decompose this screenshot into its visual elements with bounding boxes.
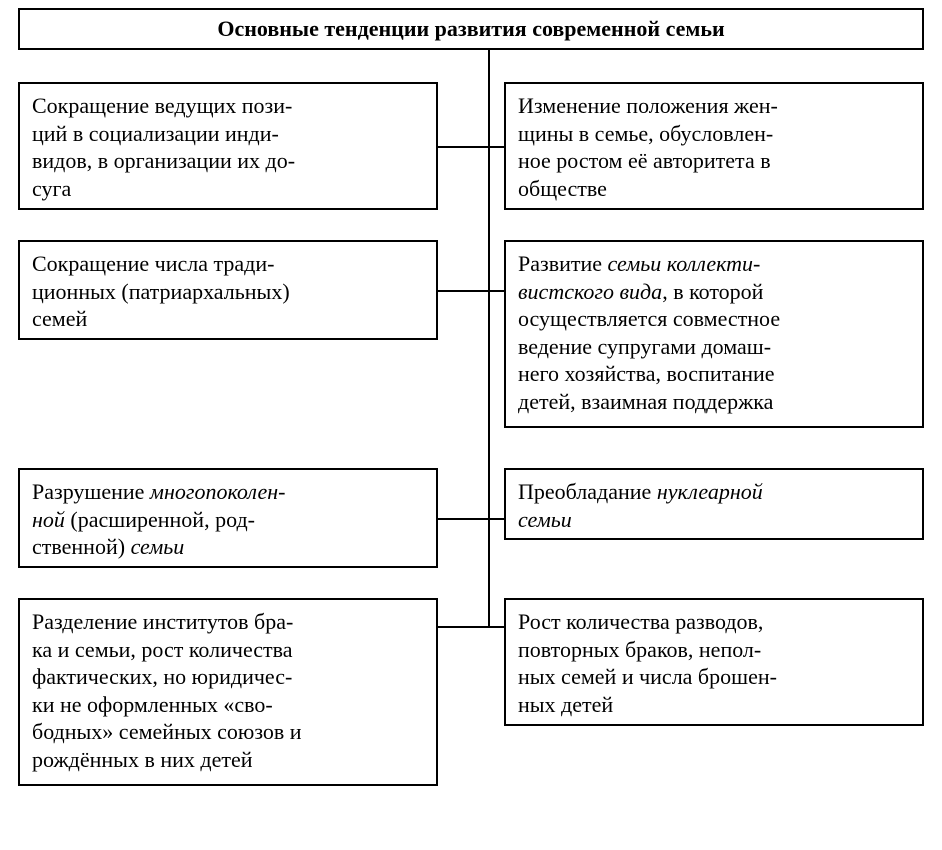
right-cell-3: Рост количества разводов,повторных брако… [504, 598, 924, 726]
left-connector-2 [438, 518, 489, 520]
left-cell-0: Сокращение ведущих пози-ций в социализац… [18, 82, 438, 210]
right-connector-3 [489, 626, 504, 628]
right-cell-0: Изменение положения жен-щины в семье, об… [504, 82, 924, 210]
left-connector-0 [438, 146, 489, 148]
right-cell-2: Преобладание нуклеарнойсемьи [504, 468, 924, 540]
left-cell-3: Разделение институтов бра-ка и семьи, ро… [18, 598, 438, 786]
right-connector-2 [489, 518, 504, 520]
right-connector-1 [489, 290, 504, 292]
right-cell-1: Развитие семьи коллекти-вистского вида, … [504, 240, 924, 428]
left-cell-2: Разрушение многопоколен-ной (расширенной… [18, 468, 438, 568]
left-connector-1 [438, 290, 489, 292]
right-connector-0 [489, 146, 504, 148]
left-connector-3 [438, 626, 489, 628]
left-cell-1: Сокращение числа тради-ционных (патриарх… [18, 240, 438, 340]
diagram-container: Основные тенденции развития современной … [18, 8, 924, 50]
diagram-title: Основные тенденции развития современной … [18, 8, 924, 50]
central-stem [488, 50, 490, 628]
